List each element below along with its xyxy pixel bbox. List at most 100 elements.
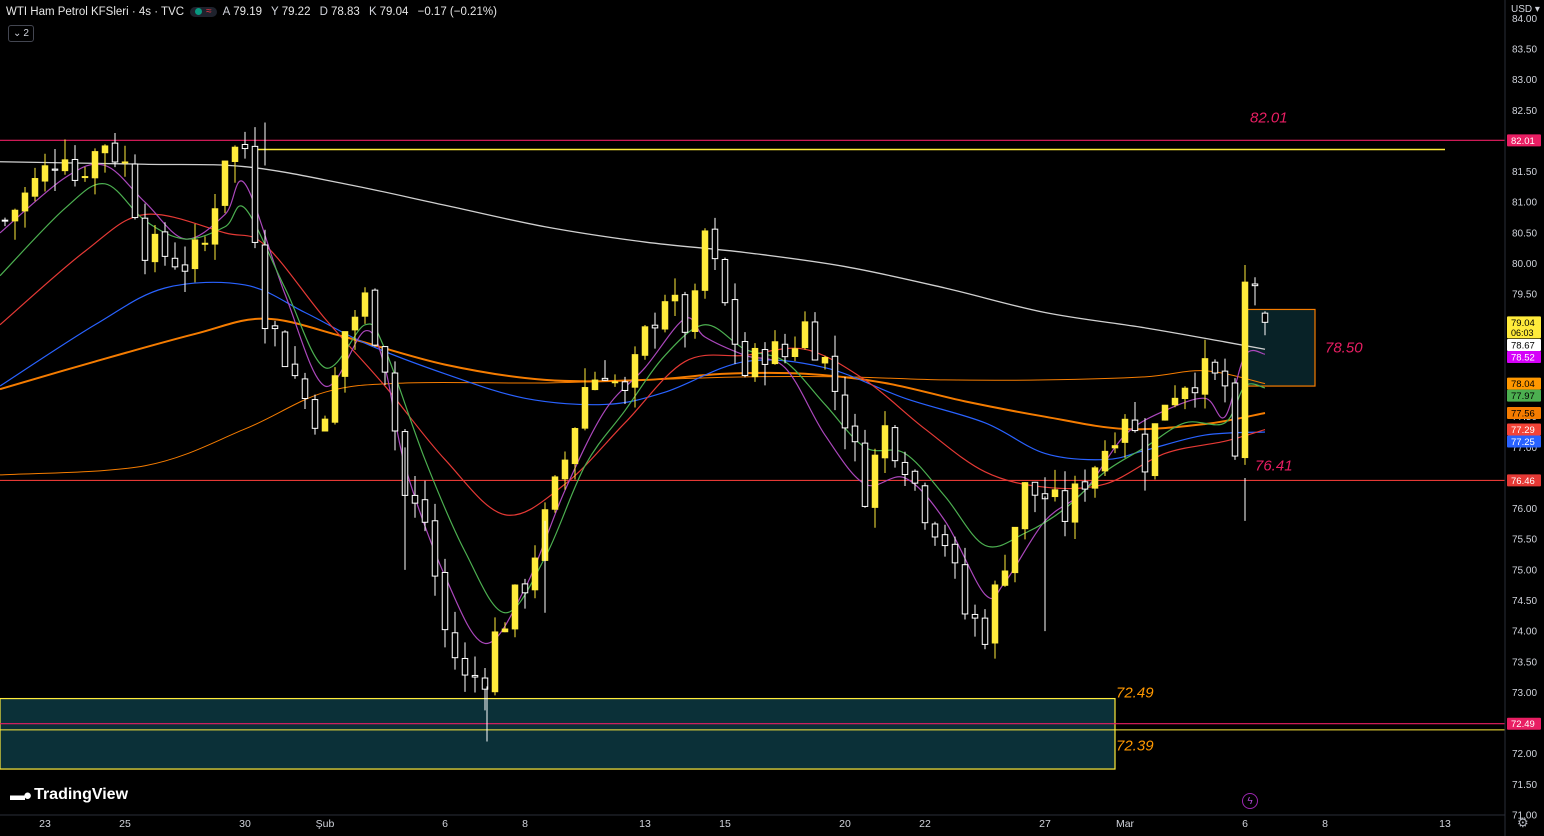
candle-body <box>821 357 829 364</box>
time-tick-label: 6 <box>442 818 448 830</box>
candle-body <box>1201 358 1209 395</box>
candle-body <box>961 564 969 615</box>
symbol-title[interactable]: WTI Ham Petrol KFSleri · 4s · TVC <box>6 6 185 18</box>
candle-body <box>281 331 289 368</box>
price-tag <box>1507 717 1541 730</box>
candle-body <box>811 321 819 361</box>
price-change: −0.17 (−0.21%) <box>417 6 497 18</box>
candle-body <box>171 257 179 268</box>
price-tick-label: 84.00 <box>1512 14 1537 25</box>
time-tick-label: 23 <box>39 818 51 830</box>
zone-boxes <box>0 308 1316 770</box>
candle-body <box>661 301 669 330</box>
candle-body <box>1081 481 1089 490</box>
price-tick-label: 74.00 <box>1512 627 1537 638</box>
price-tick-label: 81.50 <box>1512 167 1537 178</box>
candle-body <box>1161 404 1169 421</box>
price-tag <box>1507 134 1541 147</box>
candle-body <box>141 217 149 261</box>
candle-body <box>441 571 449 631</box>
candle-body <box>1191 387 1199 394</box>
candle-body <box>801 321 809 349</box>
candle-body <box>491 631 499 693</box>
market-status-icon <box>195 8 203 15</box>
price-tag <box>1507 389 1541 402</box>
candle-body <box>301 378 309 400</box>
candle-body <box>1151 423 1159 477</box>
candle-body <box>1101 450 1109 472</box>
moving-average-line <box>0 183 1266 614</box>
candle-body <box>901 461 909 476</box>
candle-body <box>581 387 589 429</box>
indicators-toggle-button[interactable]: ⌄ 2 <box>8 25 34 42</box>
bolt-icon[interactable]: ϟ <box>1242 793 1258 809</box>
candle-body <box>421 499 429 523</box>
candle-body <box>261 244 269 330</box>
candle-body <box>411 494 419 504</box>
price-tick-label: 76.00 <box>1512 504 1537 515</box>
candle-body <box>271 325 279 330</box>
candle-body <box>1001 570 1009 586</box>
chevron-down-icon: ⌄ <box>13 28 22 39</box>
candle-body <box>1091 467 1099 489</box>
candle-body <box>151 233 159 263</box>
price-tag-label: 77.97 <box>1511 391 1535 402</box>
level-label: 78.50 <box>1325 339 1363 356</box>
candle-body <box>841 394 849 429</box>
price-tag <box>1507 435 1541 448</box>
candle-body <box>341 331 349 377</box>
time-tick-label: 13 <box>1439 818 1451 830</box>
price-tick-label: 75.50 <box>1512 535 1537 546</box>
gear-icon[interactable]: ⚙ <box>1517 815 1529 830</box>
candle-body <box>851 425 859 443</box>
candle-body <box>231 146 239 162</box>
candle-body <box>51 168 59 171</box>
price-tag-label: 72.49 <box>1511 719 1535 730</box>
candle-body <box>1141 433 1149 473</box>
time-tick-label: Mar <box>1116 818 1135 830</box>
candle-body <box>31 178 39 197</box>
currency-selector[interactable]: USD ▾ <box>1511 4 1540 15</box>
candle-body <box>191 239 199 270</box>
candle-body <box>121 161 129 164</box>
candle-body <box>1111 445 1119 449</box>
level-label: 82.01 <box>1250 110 1288 127</box>
tradingview-logo[interactable]: ▬● TradingView <box>10 786 129 804</box>
data-status-icon: ≈ <box>206 6 212 17</box>
price-tick-label: 80.00 <box>1512 259 1537 270</box>
status-indicators[interactable]: ≈ <box>190 7 217 17</box>
candle-body <box>691 290 699 333</box>
candle-body <box>221 160 229 206</box>
time-axis: 23 25 30 Şub 6 8 13 15 20 22 27 Mar 6 8 13 <box>0 814 1505 830</box>
candle-body <box>781 343 789 358</box>
candle-body <box>831 355 839 392</box>
candle-body <box>181 264 189 272</box>
candle-body <box>551 476 559 510</box>
moving-average-line <box>0 161 1266 350</box>
candle-body <box>451 632 459 659</box>
time-tick-label: 22 <box>919 818 931 830</box>
price-tag-label: 77.25 <box>1511 437 1535 448</box>
time-tick-label: 25 <box>119 818 131 830</box>
time-tick-label: 8 <box>1322 818 1328 830</box>
price-tag-label: 78.67 <box>1511 340 1535 351</box>
candle-body <box>1231 382 1239 457</box>
candle-body <box>361 292 369 317</box>
candle-body <box>1121 418 1129 443</box>
price-tick-label: 77.00 <box>1512 443 1537 454</box>
price-tick-label: 83.50 <box>1512 45 1537 56</box>
candle-body <box>861 442 869 507</box>
time-tick-label: 27 <box>1039 818 1051 830</box>
candle-body <box>591 379 599 391</box>
price-tick-label: 73.00 <box>1512 688 1537 699</box>
moving-average-line <box>0 163 1266 645</box>
candle-body <box>311 399 319 429</box>
candle-body <box>731 299 739 345</box>
level-labels: 72.49 72.39 78.50 76.41 82.01 <box>1116 110 1363 755</box>
candle-body <box>71 158 79 181</box>
candle-body <box>91 151 99 179</box>
time-tick-label: Şub <box>316 818 335 830</box>
candle-body <box>921 485 929 524</box>
